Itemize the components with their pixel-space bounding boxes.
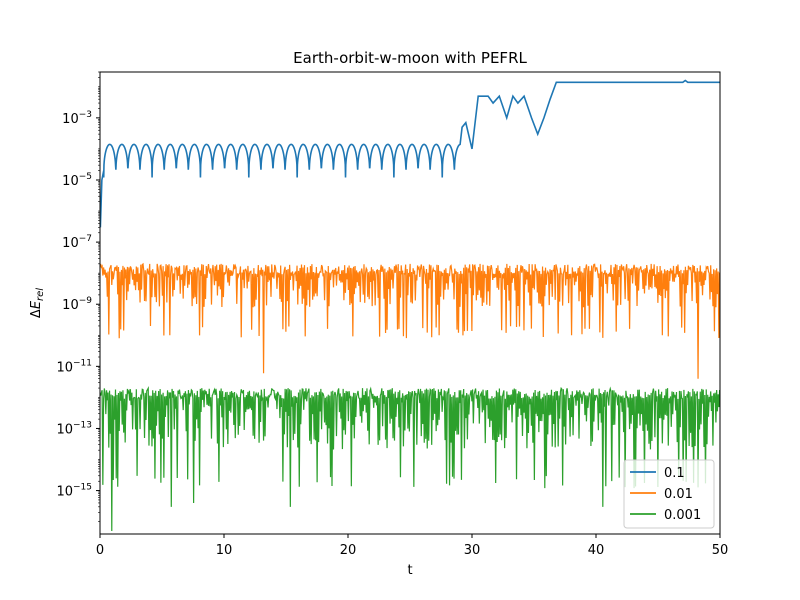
legend-label: 0.01 [664, 487, 693, 502]
legend-label: 0.1 [664, 466, 685, 481]
x-tick-label: 20 [340, 543, 357, 558]
y-tick-label: 10−15 [56, 483, 92, 500]
y-tick-label: 10−11 [56, 358, 92, 375]
y-tick-label: 10−3 [62, 110, 92, 127]
y-tick-label: 10−5 [62, 172, 92, 189]
y-tick-label: 10−7 [62, 234, 92, 251]
x-tick-label: 10 [216, 543, 233, 558]
legend: 0.1 0.01 0.001 [623, 459, 715, 529]
y-tick-label: 10−13 [56, 420, 92, 437]
legend-label: 0.001 [664, 508, 701, 523]
x-axis-label: t [407, 563, 412, 578]
series-line-0.01 [100, 262, 720, 379]
series-layer [100, 79, 720, 531]
x-tick-label: 30 [464, 543, 481, 558]
x-tick-label: 0 [96, 543, 104, 558]
plot-frame [99, 71, 721, 535]
legend-box [623, 459, 715, 529]
y-axis: 10−15 10−13 10−11 10−9 10−7 10−5 10−3 [56, 71, 100, 522]
y-axis-label: ΔErel [29, 288, 46, 318]
x-tick-label: 50 [712, 543, 729, 558]
x-axis: 0 10 20 30 40 50 [96, 534, 728, 558]
x-tick-label: 40 [588, 543, 605, 558]
series-line-0.1 [100, 79, 720, 228]
y-tick-label: 10−9 [62, 296, 92, 313]
series-line-0.001 [100, 386, 720, 531]
chart-title: Earth-orbit-w-moon with PEFRL [293, 49, 527, 67]
